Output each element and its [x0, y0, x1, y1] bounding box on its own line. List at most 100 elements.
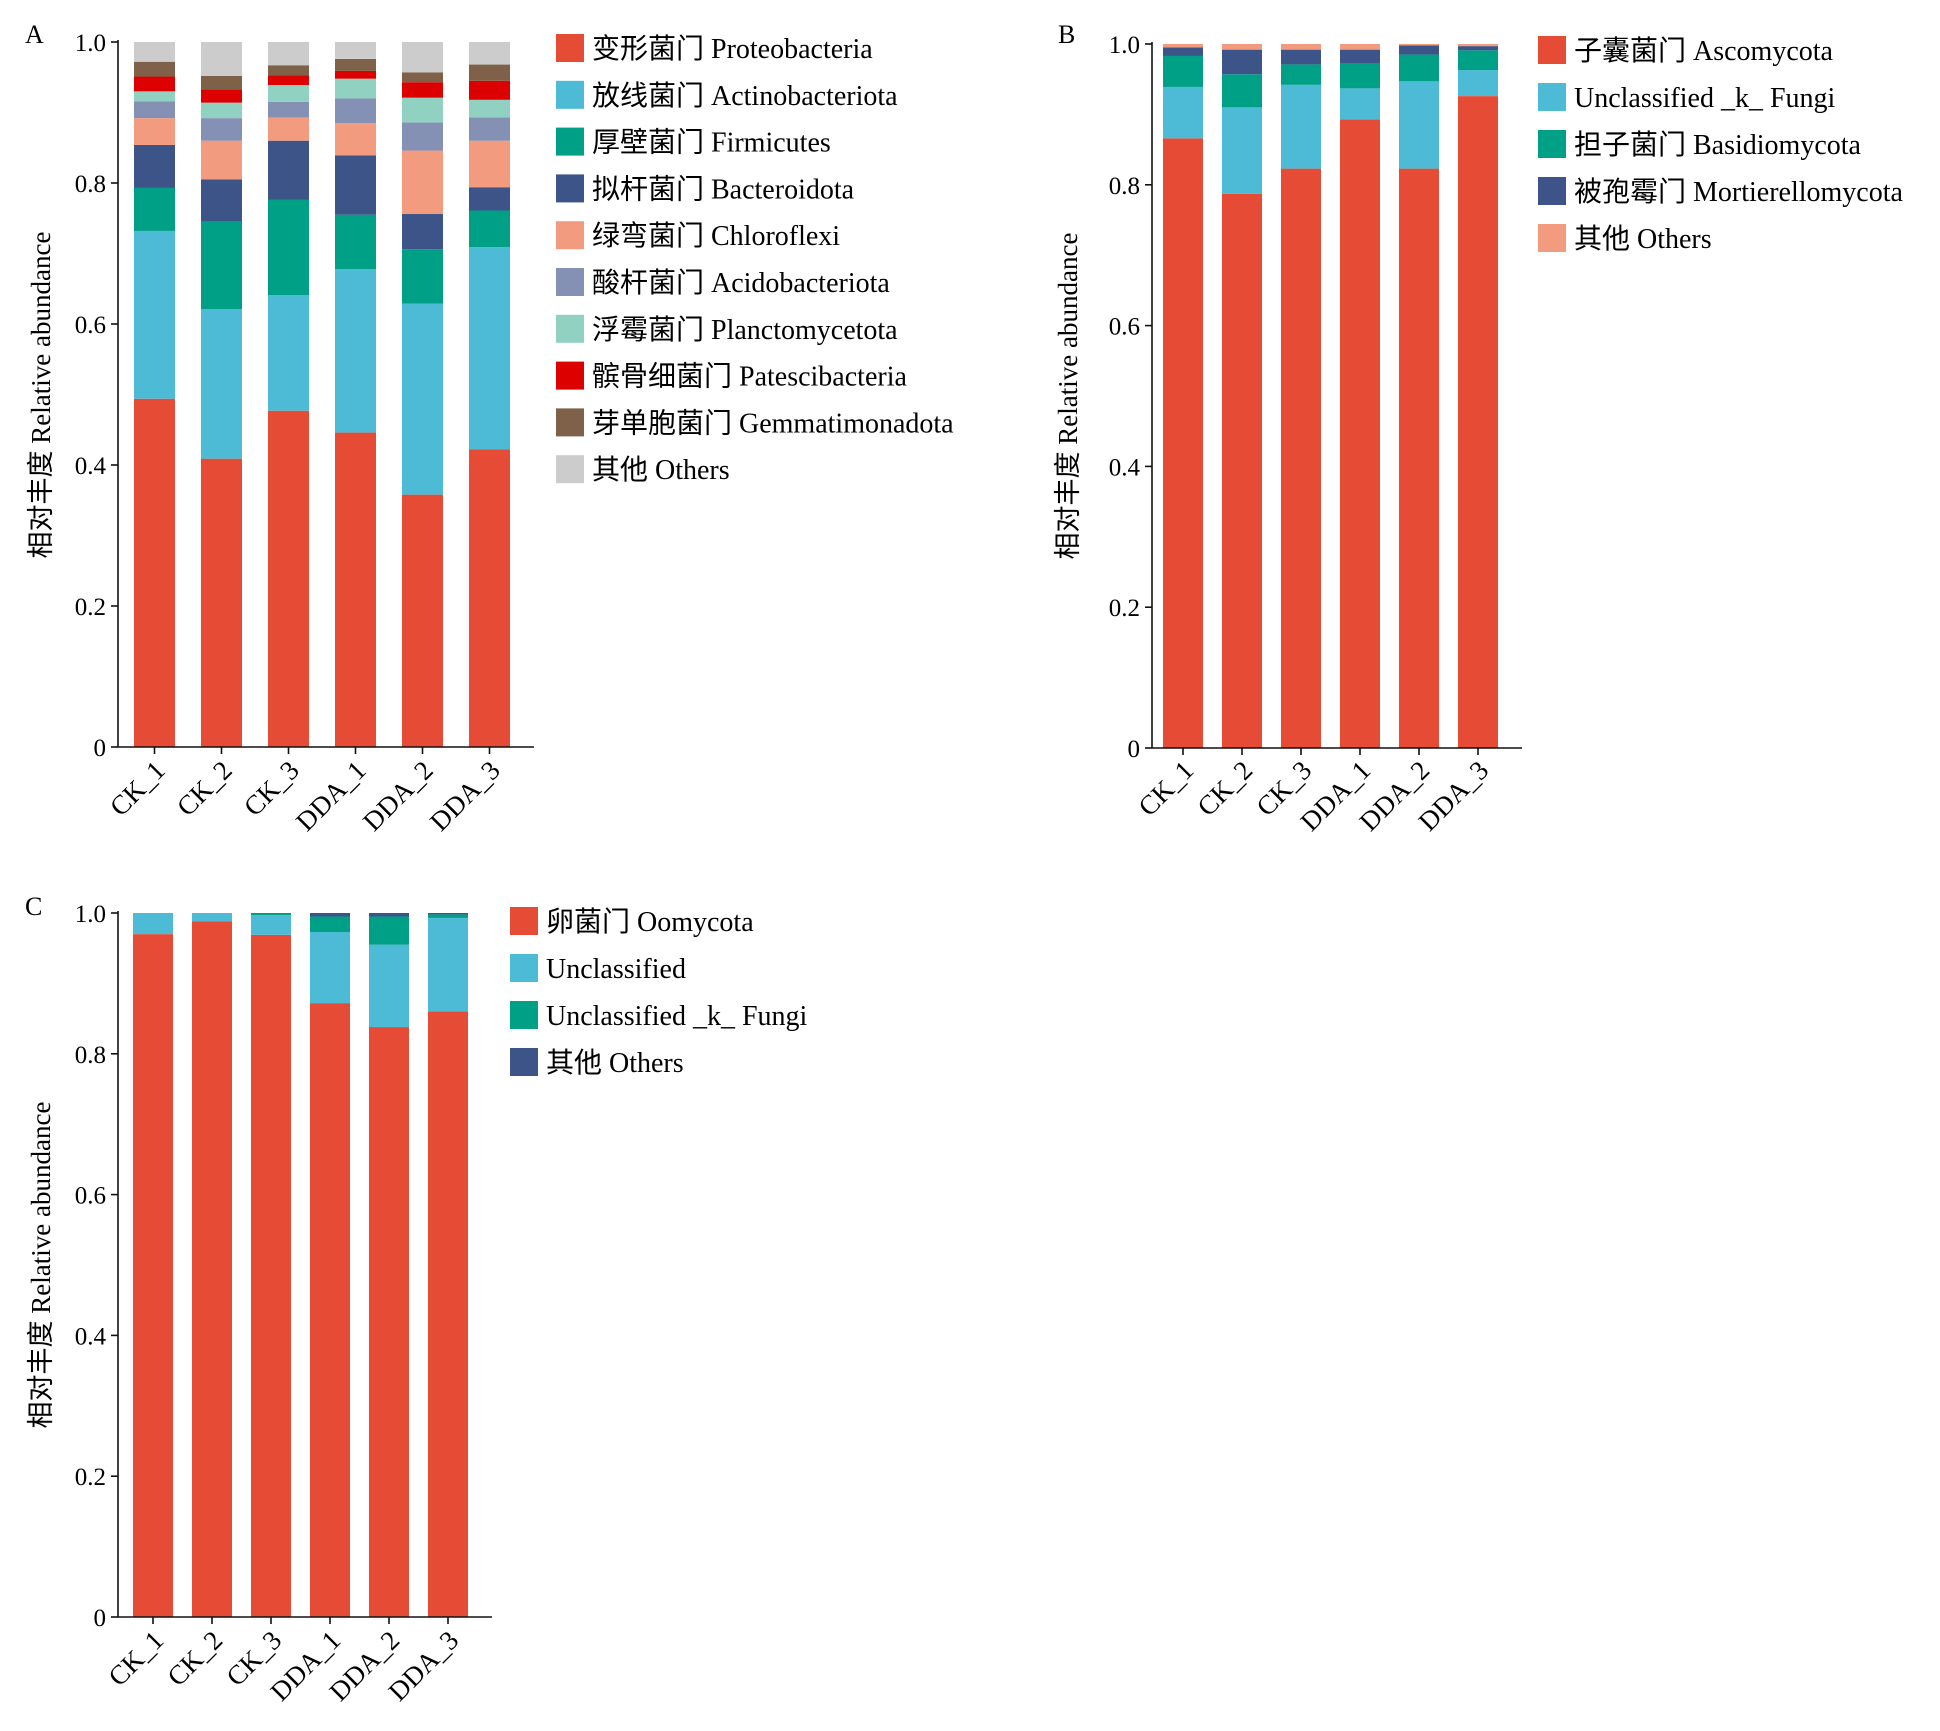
bar-segment: [1222, 44, 1262, 50]
bar-segment: [1163, 138, 1203, 748]
bar-segment: [1281, 168, 1321, 748]
bar-segment: [369, 944, 409, 1028]
legend-label: 绿弯菌门 Chloroflexi: [592, 220, 840, 252]
x-tick-label: CK_1: [104, 755, 171, 822]
bar-segment: [402, 122, 443, 151]
bar-segment: [469, 449, 510, 747]
bar-segment: [335, 58, 376, 71]
bar-segment: [428, 1011, 468, 1617]
y-tick-label: 0.8: [75, 171, 106, 198]
bar-segment: [134, 101, 175, 119]
legend-label: Unclassified _k_ Fungi: [1574, 83, 1836, 114]
legend-swatch: [556, 314, 584, 343]
legend-swatch: [556, 268, 584, 296]
bar-segment: [201, 118, 242, 141]
bar-segment: [268, 117, 309, 141]
legend-label: 子囊菌门 Ascomycota: [1574, 35, 1834, 67]
bar-segment: [1458, 50, 1498, 71]
bar-segment: [469, 140, 510, 188]
legend-swatch: [1538, 224, 1566, 252]
chart-panel-a: A 0 0.2 0.4 0.6 0.8 1.0 相对丰度 Relative abundance…: [25, 20, 954, 837]
legend-label: 放线菌门 Actinobacteriota: [592, 80, 898, 112]
bar-segment: [1163, 47, 1203, 56]
bar-segment: [1340, 49, 1380, 64]
legend-label: 浮霉菌门 Planctomycetota: [592, 314, 898, 346]
bar-segment: [310, 932, 350, 1004]
bar-segment: [469, 247, 510, 450]
bar-segment: [201, 309, 242, 459]
bar-segment: [1399, 54, 1439, 82]
y-tick-label: 0.6: [75, 312, 106, 339]
bar-segment: [469, 80, 510, 100]
x-tick-label: CK_1: [102, 1625, 169, 1692]
bar-segment: [134, 230, 175, 399]
x-tick-label: CK_2: [161, 1625, 228, 1692]
legend-swatch: [556, 80, 584, 109]
bar-segment: [201, 458, 242, 747]
bar-segment: [201, 140, 242, 180]
bar-segment: [251, 915, 291, 935]
x-tick-label: CK_1: [1132, 755, 1199, 822]
bar-segment: [192, 921, 232, 1617]
bar-segment: [310, 913, 350, 917]
bar-segment: [428, 913, 468, 915]
bar-segment: [268, 65, 309, 76]
bar-segment: [133, 934, 173, 1617]
chart-panel-c: C 0 0.2 0.4 0.6 0.8 1.0 相对丰度 Relative abundance…: [25, 892, 808, 1707]
bar-segment: [251, 913, 291, 916]
bar-segment: [369, 913, 409, 917]
x-tick-label: CK_2: [171, 755, 238, 822]
legend-swatch: [510, 907, 538, 935]
bar-segment: [1163, 86, 1203, 139]
bar-segment: [1340, 119, 1380, 748]
bar-segment: [428, 917, 468, 1012]
bar-segment: [1458, 46, 1498, 51]
bar-segment: [335, 42, 376, 59]
bar-segment: [369, 916, 409, 945]
bar-segment: [402, 214, 443, 250]
legend-label: 担子菌门 Basidiomycota: [1574, 129, 1862, 161]
bar-segment: [201, 221, 242, 310]
bar-segment: [268, 140, 309, 200]
y-tick-label: 1.0: [1109, 32, 1140, 59]
legend-swatch: [556, 127, 584, 156]
bar-segment: [335, 155, 376, 215]
bar-segment: [134, 76, 175, 92]
bar-segment: [469, 187, 510, 211]
bar-segment: [402, 494, 443, 747]
legend-label: 卵菌门 Oomycota: [546, 906, 754, 938]
bar-segment: [1458, 70, 1498, 97]
legend-label: 酸杆菌门 Acidobacteriota: [592, 267, 890, 299]
bar-segment: [134, 61, 175, 77]
bar-segment: [1399, 44, 1439, 46]
bar-segment: [1340, 63, 1380, 89]
y-axis-label: 相对丰度 Relative abundance: [1053, 233, 1083, 560]
legend-label: 拟杆菌门 Bacteroidota: [592, 173, 855, 205]
y-tick-label: 0.6: [75, 1183, 106, 1210]
x-tick-label: DDA_2: [357, 755, 439, 837]
bar-segment: [1281, 49, 1321, 65]
bar-segment: [310, 916, 350, 933]
bar-segment: [469, 64, 510, 81]
bar-segment: [369, 1027, 409, 1617]
y-tick-label: 1.0: [75, 30, 106, 57]
bar-segment: [335, 70, 376, 79]
legend-swatch: [510, 1001, 538, 1029]
bar-segment: [201, 75, 242, 90]
bar-segment: [201, 102, 242, 119]
y-tick-label: 0: [94, 735, 107, 762]
legend-label: 髌骨细菌门 Patescibacteria: [592, 361, 907, 393]
bar-segment: [469, 117, 510, 141]
bar-segment: [335, 123, 376, 156]
legend-label: 芽单胞菌门 Gemmatimonadota: [592, 407, 954, 439]
bar-segment: [201, 179, 242, 222]
legend-swatch: [556, 221, 584, 250]
legend-label: 其他 Others: [592, 454, 730, 486]
x-tick-label: DDA_3: [424, 755, 506, 837]
y-tick-label: 0: [94, 1605, 107, 1632]
legend-swatch: [1538, 36, 1566, 64]
bar-segment: [201, 42, 242, 76]
bar-segment: [402, 150, 443, 215]
bar-segment: [469, 42, 510, 65]
